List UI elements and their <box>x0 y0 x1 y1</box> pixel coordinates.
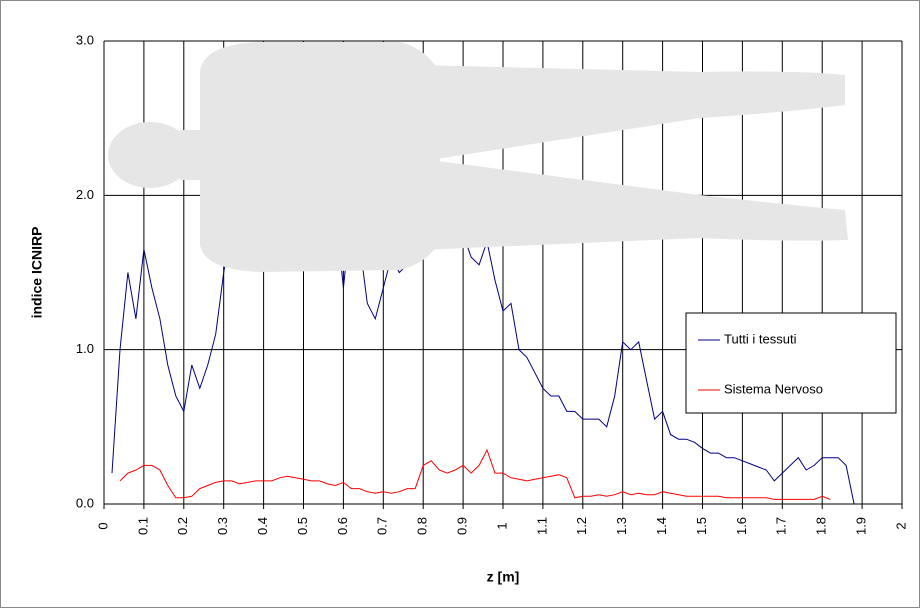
leg <box>420 65 845 160</box>
x-tick-label: 1.5 <box>694 517 709 535</box>
x-tick-label: 1 <box>494 522 509 529</box>
y-axis-title: indice ICNIRP <box>29 227 45 319</box>
body-silhouette <box>108 42 848 272</box>
x-tick-label: 0.4 <box>255 517 270 535</box>
x-tick-label: 1.1 <box>534 517 549 535</box>
x-tick-label: 0.5 <box>295 517 310 535</box>
x-tick-label: 0.6 <box>335 517 350 535</box>
y-tick-label: 1.0 <box>76 341 94 356</box>
legend-label: Tutti i tessuti <box>724 331 797 346</box>
x-tick-label: 1.4 <box>654 517 669 535</box>
legend-box <box>685 312 897 414</box>
x-tick-label: 1.8 <box>814 517 829 535</box>
x-tick-label: 1.6 <box>734 517 749 535</box>
overlay: 0.0 1.0 2.0 3.0 0 0.1 0.2 0.3 0.4 0.5 0.6 0.7 0.8 0.9… <box>29 32 909 584</box>
x-tick-label: 0.1 <box>135 517 150 535</box>
y-tick-label: 2.0 <box>76 187 94 202</box>
torso <box>200 42 440 272</box>
x-tick-label: 0 <box>95 522 110 529</box>
x-tick-label: 0.3 <box>215 517 230 535</box>
x-tick-label: 2 <box>893 522 908 529</box>
x-axis-title: z [m] <box>487 569 520 585</box>
x-tick-label: 0.7 <box>375 517 390 535</box>
series-line <box>119 448 831 500</box>
x-tick-label: 0.2 <box>175 517 190 535</box>
x-tick-label: 1.2 <box>574 517 589 535</box>
x-tick-label: 1.3 <box>614 517 629 535</box>
x-tick-label: 1.9 <box>854 517 869 535</box>
leg <box>420 160 848 250</box>
x-tick-label: 0.8 <box>415 517 430 535</box>
y-tick-label: 3.0 <box>76 32 94 47</box>
y-tick-label: 0.0 <box>76 495 94 510</box>
x-tick-label: 1.7 <box>774 517 789 535</box>
legend-label: Sistema Nervoso <box>724 381 823 396</box>
x-tick-label: 0.9 <box>455 517 470 535</box>
head <box>108 122 192 188</box>
